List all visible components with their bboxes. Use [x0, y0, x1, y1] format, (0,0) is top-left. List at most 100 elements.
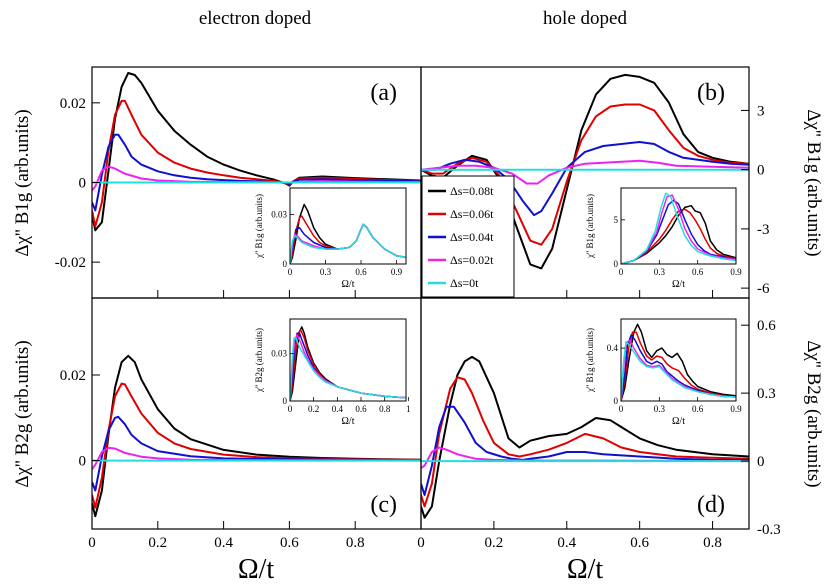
inset-ytick-label-inset-a: 0.03: [271, 209, 287, 219]
inset-bg-inset-b: [621, 188, 736, 264]
inset-frame-inset-a: [289, 187, 407, 265]
inset-ytick-label-inset-b: 0: [614, 259, 619, 269]
inset-ylabel-inset-d: χ'' B1g (arb.units): [585, 328, 595, 393]
series-inset-c-0t: [290, 337, 406, 401]
series-inset-d-0t: [621, 340, 736, 401]
ylabel-left-top: Δχ'' B1g (arb.units): [12, 109, 33, 256]
series-b-0.02t: [421, 159, 749, 185]
ytick-label-a: 0: [79, 176, 87, 192]
inset-xlabel-inset-c: Ω/t: [342, 416, 355, 427]
inset-ytick-label-inset-b: 5: [614, 215, 619, 225]
series-group-inset-c: [290, 326, 406, 401]
legend-label-1: Δs=0.06t: [450, 207, 494, 221]
inset-xtick-label-inset-c: 0: [288, 404, 293, 414]
inset-xtick-label-inset-c: 0.4: [332, 404, 344, 414]
legend: Δs=0.08t Δs=0.06t Δs=0.04t Δs=0.02t Δs=0t: [421, 175, 515, 298]
xtick-label-c: 0: [88, 535, 96, 551]
inset-xtick-label-inset-a: 0: [288, 267, 293, 277]
ytick-label-b: -3: [757, 222, 770, 238]
panel-frame-d: [420, 297, 750, 530]
panel-label-a: (a): [370, 80, 397, 106]
ytick-label-a: -0.02: [55, 255, 86, 271]
series-inset-a-0t: [290, 223, 406, 264]
xtick-label-d: 0.8: [703, 535, 722, 551]
xtick-label-d: 0.6: [630, 535, 649, 551]
panel-label-c: (c): [370, 492, 397, 518]
ytick-label-b: 3: [757, 103, 765, 119]
series-group-inset-a: [290, 203, 406, 264]
panel-c: 0 0.02 0 0.2 0.4 0.6 0.8 (c): [60, 297, 422, 551]
series-d-0.04t: [421, 405, 749, 496]
series-inset-b-0t: [621, 192, 736, 264]
series-group-inset-d: [621, 323, 736, 401]
inset-ylabel-inset-b: χ'' B1g (arb.units): [585, 194, 595, 259]
inset-xtick-label-inset-c: 1: [406, 404, 411, 414]
series-group-inset-b: [621, 192, 736, 264]
header-hole-doped: hole doped: [543, 8, 627, 29]
ytick-label-b: 0: [757, 163, 765, 179]
series-group-c: [92, 354, 421, 518]
series-inset-b-0.08t: [621, 204, 736, 264]
inset-xtick-label-inset-c: 0.8: [379, 404, 391, 414]
inset-xtick-label-inset-d: 0.3: [654, 404, 666, 414]
panel-label-d: (d): [697, 492, 725, 518]
panel-b: -6 -3 0 3 (b): [420, 66, 770, 299]
panel-label-b: (b): [697, 80, 725, 106]
series-group-b: [421, 73, 749, 270]
inset-xlabel-inset-d: Ω/t: [672, 416, 685, 427]
series-c-0.04t: [92, 415, 421, 492]
ytick-label-a: 0.02: [60, 96, 86, 112]
panel-inset-b: 0 5 0 0.3 0.6 0.9 Ω/t χ'' B1g (arb.units): [585, 187, 742, 290]
panel-inset-d: 0 0.4 0 0.3 0.6 0.9 Ω/t χ'' B1g (arb.units): [585, 318, 742, 427]
series-group-d: [421, 355, 749, 519]
legend-label-0: Δs=0.08t: [450, 184, 494, 198]
xlabel-right: Ω/t: [567, 554, 604, 585]
inset-frame-inset-c: [289, 318, 407, 402]
ytick-label-d: 0.3: [757, 386, 776, 402]
legend-label-2: Δs=0.04t: [450, 230, 494, 244]
ytick-label-c: 0.02: [60, 368, 86, 384]
inset-xtick-label-inset-a: 0.9: [391, 267, 403, 277]
inset-ytick-label-inset-d: 0.4: [607, 343, 619, 353]
panel-inset-c: 0 0.03 0 0.2 0.4 0.6 0.8 1 Ω/t χ'' B2g (arb.units…: [254, 318, 411, 427]
inset-ytick-label-inset-a: 0: [283, 259, 288, 269]
xtick-label-c: 0.6: [280, 535, 299, 551]
ytick-label-b: -6: [757, 281, 770, 297]
inset-ylabel-inset-c: χ'' B2g (arb.units): [254, 328, 264, 393]
inset-xtick-label-inset-a: 0.3: [320, 267, 332, 277]
inset-xlabel-inset-a: Ω/t: [342, 279, 355, 290]
panel-inset-a: 0 0.03 0 0.3 0.6 0.9 Ω/t χ'' B1g (arb.units): [254, 187, 407, 290]
ylabel-right-bottom: Δχ'' B2g (arb.units): [803, 340, 824, 487]
xtick-label-d: 0: [417, 535, 425, 551]
ytick-label-c: 0: [79, 454, 87, 470]
legend-label-3: Δs=0.02t: [450, 253, 494, 267]
xtick-label-c: 0.2: [148, 535, 167, 551]
inset-ytick-label-inset-c: 0.03: [271, 349, 287, 359]
series-inset-d-0.08t: [621, 323, 736, 401]
xtick-label-c: 0.8: [346, 535, 365, 551]
ytick-label-d: 0: [757, 454, 765, 470]
series-group-a: [92, 72, 421, 232]
inset-ylabel-inset-a: χ'' B1g (arb.units): [254, 194, 264, 259]
inset-bg-inset-d: [621, 319, 736, 401]
inset-frame-inset-d: [620, 318, 737, 402]
legend-label-4: Δs=0t: [450, 276, 479, 290]
ylabel-right-top: Δχ'' B1g (arb.units): [803, 109, 824, 256]
xtick-label-c: 0.4: [214, 535, 233, 551]
inset-frame-inset-b: [620, 187, 737, 265]
inset-ytick-label-inset-c: 0: [283, 396, 288, 406]
series-d-0.08t: [421, 355, 749, 519]
inset-xtick-label-inset-d: 0: [619, 404, 624, 414]
inset-xtick-label-inset-b: 0.3: [654, 267, 666, 277]
series-inset-d-0.06t: [621, 331, 736, 401]
inset-xtick-label-inset-b: 0: [619, 267, 624, 277]
inset-xtick-label-inset-d: 0.9: [730, 404, 742, 414]
header-electron-doped: electron doped: [199, 8, 312, 29]
series-a-0.06t: [92, 99, 421, 228]
inset-xtick-label-inset-a: 0.6: [355, 267, 367, 277]
inset-xtick-label-inset-b: 0.6: [692, 267, 704, 277]
inset-ytick-label-inset-d: 0: [614, 396, 619, 406]
series-inset-b-0.06t: [621, 208, 736, 264]
panel-d: -0.3 0 0.3 0.6 0 0.2 0.4 0.6 0.8 (d): [417, 297, 781, 551]
inset-xlabel-inset-b: Ω/t: [672, 279, 685, 290]
